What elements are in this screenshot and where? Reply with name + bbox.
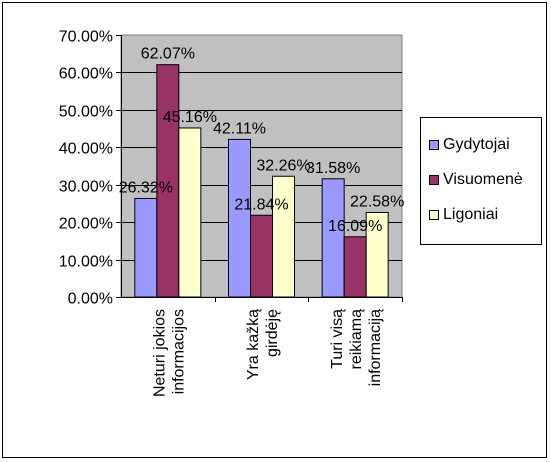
bar-ligoniai [365,211,389,298]
bar-gydytojai [321,178,345,298]
data-label: 62.07% [141,46,195,63]
data-label: 16.09% [328,218,382,235]
legend-item-ligoniai: Ligoniai [429,205,498,225]
data-label: 21.84% [234,196,288,213]
legend-item-visuomene: Visuomenė [429,170,523,190]
y-tick-label: 40.00% [59,141,113,158]
x-category-label: reikiamą [348,309,365,370]
x-category-label: girdėję [264,309,281,357]
y-tick-label: 10.00% [59,254,113,271]
y-tick-label: 70.00% [59,29,113,46]
legend-label: Gydytojai [443,136,510,153]
data-label: 45.16% [163,109,217,126]
data-label: 42.11% [213,120,266,137]
data-label: 31.58% [306,160,360,177]
x-category-label: informaciją [367,309,384,386]
bar-visuomenė [343,236,367,298]
legend-item-gydytojai: Gydytojai [429,135,510,155]
data-label: 22.58% [350,193,404,210]
x-category-label: Neturi jokios [151,309,168,397]
y-tick-label: 20.00% [59,216,113,233]
legend-swatch [429,210,439,220]
chart-legend: Gydytojai Visuomenė Ligoniai [420,117,542,245]
data-label: 26.32% [119,179,173,196]
legend-label: Visuomenė [443,171,523,188]
y-tick-label: 60.00% [59,66,113,83]
y-tick-label: 0.00% [68,291,113,308]
x-category-label: informacijos [170,309,187,394]
bar-ligoniai [178,127,202,298]
y-tick-label: 30.00% [59,179,113,196]
bar-gydytojai [134,197,158,298]
legend-swatch [429,140,439,150]
bar-gydytojai [228,138,251,298]
x-category-label: Yra kažką [245,309,262,380]
y-tick-label: 50.00% [59,104,113,121]
data-label: 32.26% [256,157,310,174]
legend-label: Ligoniai [443,206,499,223]
legend-swatch [429,175,439,185]
bar-ligoniai [272,175,295,298]
bar-visuomenė [250,214,273,298]
x-category-label: Turi visą [329,309,346,369]
